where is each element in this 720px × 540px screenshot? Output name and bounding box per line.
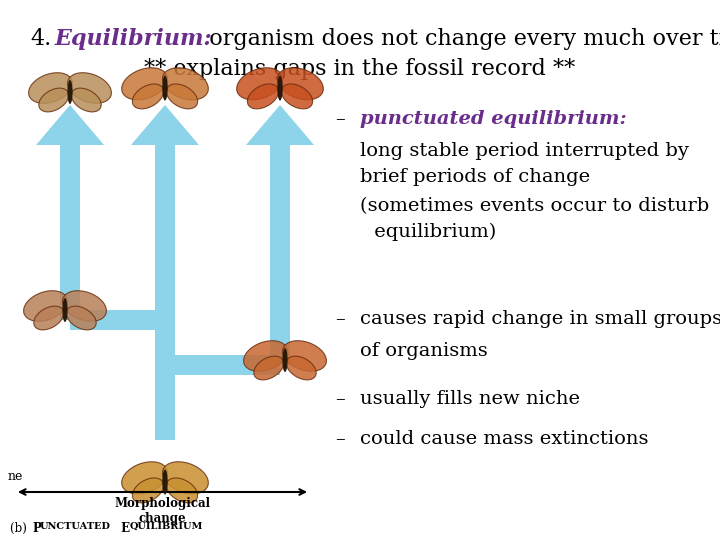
Text: Equilibrium:: Equilibrium: xyxy=(55,28,212,50)
Text: brief periods of change: brief periods of change xyxy=(360,167,590,186)
Ellipse shape xyxy=(34,306,63,330)
Text: causes rapid change in small groups: causes rapid change in small groups xyxy=(360,310,720,328)
Ellipse shape xyxy=(163,462,208,494)
Ellipse shape xyxy=(237,68,282,100)
Text: –: – xyxy=(335,310,345,328)
Text: QUILIBRIUM: QUILIBRIUM xyxy=(130,522,203,531)
Text: E: E xyxy=(117,522,130,535)
Text: P: P xyxy=(32,522,41,535)
Ellipse shape xyxy=(122,68,168,100)
Ellipse shape xyxy=(68,73,112,103)
Ellipse shape xyxy=(248,84,279,109)
Ellipse shape xyxy=(63,298,68,322)
Text: 4.: 4. xyxy=(30,28,51,50)
Ellipse shape xyxy=(39,88,68,112)
Ellipse shape xyxy=(132,84,163,109)
Text: of organisms: of organisms xyxy=(360,342,487,360)
Text: change: change xyxy=(139,512,186,525)
Text: usually fills new niche: usually fills new niche xyxy=(360,390,580,408)
Text: (sometimes events occur to disturb: (sometimes events occur to disturb xyxy=(360,198,709,215)
Ellipse shape xyxy=(163,68,208,100)
Ellipse shape xyxy=(29,73,73,103)
Ellipse shape xyxy=(282,341,326,372)
Ellipse shape xyxy=(277,68,323,100)
Ellipse shape xyxy=(287,356,316,380)
Bar xyxy=(70,310,165,330)
Text: could cause mass extinctions: could cause mass extinctions xyxy=(360,430,649,448)
Text: Morphological: Morphological xyxy=(114,497,210,510)
Ellipse shape xyxy=(66,306,96,330)
Text: punctuated equilibrium:: punctuated equilibrium: xyxy=(360,110,626,128)
Ellipse shape xyxy=(254,356,284,380)
Text: –: – xyxy=(335,110,345,128)
Ellipse shape xyxy=(277,76,283,100)
Ellipse shape xyxy=(162,76,168,100)
Ellipse shape xyxy=(132,478,163,503)
Bar xyxy=(165,355,280,375)
Ellipse shape xyxy=(282,84,312,109)
Text: equilibrium): equilibrium) xyxy=(368,222,496,241)
Ellipse shape xyxy=(122,462,168,494)
Text: ** explains gaps in the fossil record **: ** explains gaps in the fossil record ** xyxy=(145,58,575,80)
Ellipse shape xyxy=(166,478,197,503)
Text: (b): (b) xyxy=(10,522,31,535)
Ellipse shape xyxy=(282,348,287,372)
Text: organism does not change every much over time: organism does not change every much over… xyxy=(195,28,720,50)
Text: UNCTUATED: UNCTUATED xyxy=(40,522,111,531)
Text: long stable period interrupted by: long stable period interrupted by xyxy=(360,142,689,160)
Text: –: – xyxy=(335,390,345,408)
Ellipse shape xyxy=(63,291,107,321)
Ellipse shape xyxy=(68,80,73,104)
Ellipse shape xyxy=(24,291,68,321)
Ellipse shape xyxy=(71,88,102,112)
Polygon shape xyxy=(131,105,199,440)
Ellipse shape xyxy=(243,341,287,372)
Polygon shape xyxy=(36,105,104,320)
Text: ne: ne xyxy=(8,470,23,483)
Ellipse shape xyxy=(166,84,197,109)
Ellipse shape xyxy=(162,469,168,495)
Text: –: – xyxy=(335,430,345,448)
Polygon shape xyxy=(246,105,314,365)
